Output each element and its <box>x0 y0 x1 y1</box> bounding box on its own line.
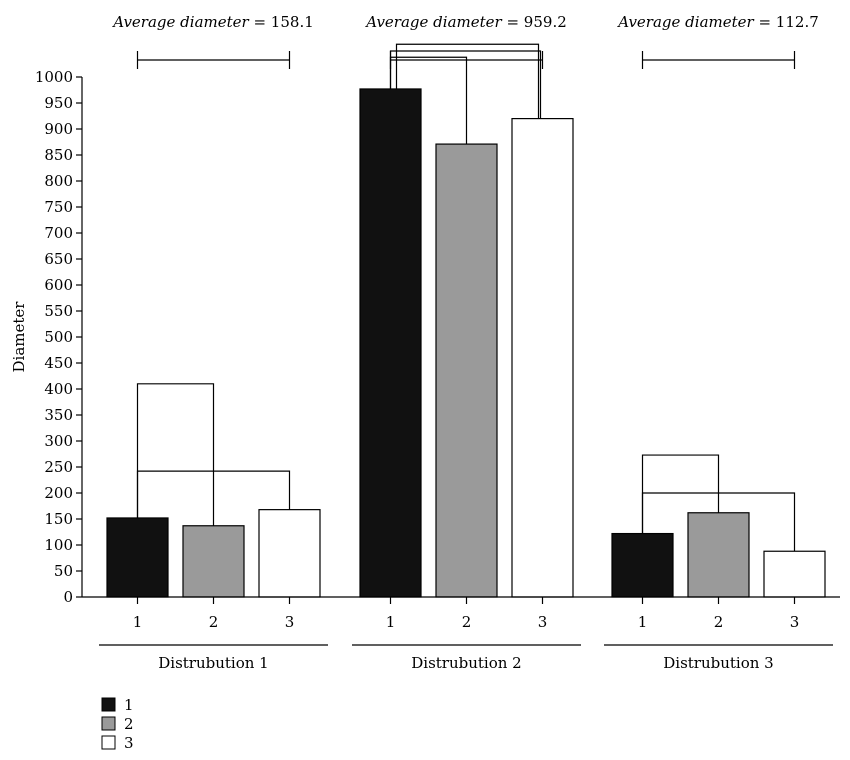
x-tick-label: 2 <box>714 613 724 631</box>
y-tick-label: 500 <box>44 328 73 346</box>
x-tick-label: 3 <box>285 613 295 631</box>
x-axis: 1 2 3 Distrubution 1 1 2 3 Distrubution 2 1 2 3 Dis… <box>82 596 840 672</box>
bars <box>106 43 826 598</box>
y-tick-label: 700 <box>44 224 73 242</box>
bar-group3-2 <box>687 512 750 598</box>
comparison-bracket <box>389 50 542 119</box>
comparison-bracket <box>395 43 540 119</box>
average-diameter-label: Average diameter = 158.1 <box>111 13 314 31</box>
y-tick-label: 900 <box>44 120 73 138</box>
y-tick-label: 200 <box>44 484 73 502</box>
y-tick-label: 350 <box>44 406 73 424</box>
y-axis: 0 50 100 150 200 250 300 350 400 450 500 550 600 650 7… <box>35 68 83 606</box>
y-axis-label: Diameter <box>10 301 28 373</box>
y-tick-label: 650 <box>44 250 73 268</box>
x-tick-label: 3 <box>790 613 800 631</box>
average-diameter-label: Average diameter = 959.2 <box>364 13 567 31</box>
group-label: Distrubution 1 <box>158 654 268 672</box>
y-tick-label: 450 <box>44 354 73 372</box>
x-tick-label: 3 <box>538 613 548 631</box>
legend: 123 <box>101 696 134 752</box>
y-tick-label: 800 <box>44 172 73 190</box>
bar-group1-2 <box>182 525 245 598</box>
bar-group1-1 <box>106 517 169 598</box>
y-tick-label: 50 <box>54 562 73 580</box>
bar-group2-2 <box>435 143 498 598</box>
y-tick-label: 1000 <box>35 68 73 86</box>
group-label: Distrubution 3 <box>663 654 773 672</box>
x-tick-label: 2 <box>462 613 472 631</box>
legend-swatch <box>101 697 116 712</box>
x-tick-label: 2 <box>209 613 219 631</box>
y-tick-label: 0 <box>63 588 73 606</box>
annotations: Average diameter = 158.1 Average diameter… <box>111 13 819 69</box>
y-tick-label: 100 <box>44 536 73 554</box>
y-tick-label: 300 <box>44 432 73 450</box>
y-tick-label: 150 <box>44 510 73 528</box>
bar-group3-1 <box>611 532 674 598</box>
y-tick-label: 600 <box>44 276 73 294</box>
comparison-bracket <box>641 492 796 552</box>
legend-label: 1 <box>124 696 134 714</box>
x-tick-label: 1 <box>638 613 648 631</box>
legend-swatch <box>101 716 116 731</box>
legend-label: 2 <box>124 715 134 733</box>
bar-group2-1 <box>359 88 422 598</box>
y-tick-label: 950 <box>44 94 73 112</box>
comparison-bracket <box>136 470 291 518</box>
y-tick-label: 850 <box>44 146 73 164</box>
average-diameter-label: Average diameter = 112.7 <box>616 13 819 31</box>
y-tick-label: 250 <box>44 458 73 476</box>
x-tick-label: 1 <box>386 613 396 631</box>
bar-group1-3 <box>258 509 321 598</box>
x-tick-label: 1 <box>133 613 143 631</box>
legend-swatch <box>101 735 116 750</box>
y-tick-label: 400 <box>44 380 73 398</box>
y-tick-label: 550 <box>44 302 73 320</box>
bar-group3-3 <box>763 550 826 598</box>
y-tick-label: 750 <box>44 198 73 216</box>
legend-label: 3 <box>124 734 134 752</box>
comparison-bracket <box>136 383 215 526</box>
bar-group2-3 <box>511 117 574 598</box>
group-label: Distrubution 2 <box>411 654 521 672</box>
